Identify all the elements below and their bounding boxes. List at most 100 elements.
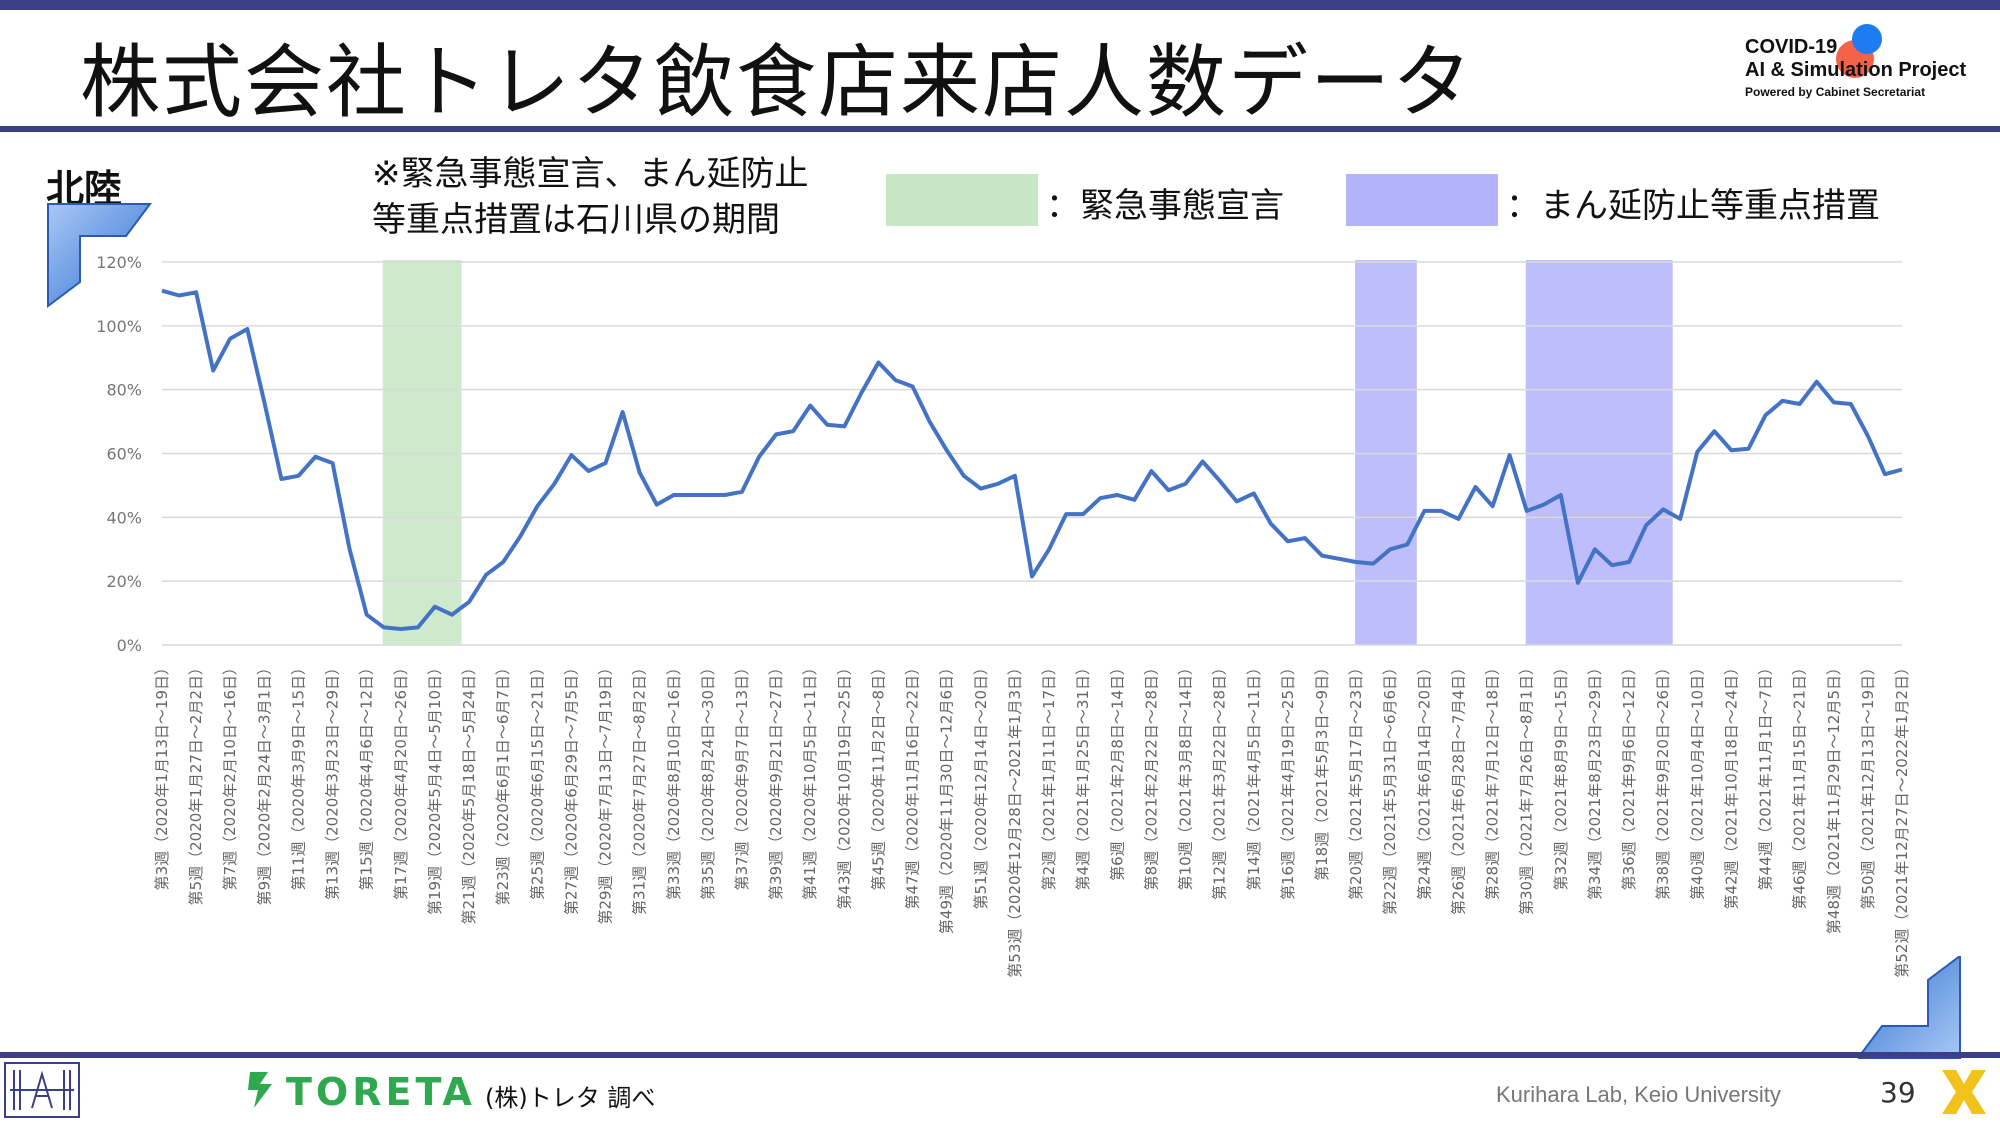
data-point <box>365 613 369 617</box>
x-tick-label: 第36週（2021年9月6日～12日） <box>1620 660 1638 890</box>
data-point <box>1132 498 1136 502</box>
x-tick-label: 第7週（2020年2月10日～16日） <box>221 660 239 890</box>
data-point <box>706 493 710 497</box>
x-tick-label: 第40週（2021年10月4日～10日） <box>1688 660 1706 900</box>
x-tick-label: 第43週（2020年10月19日～25日） <box>835 660 853 910</box>
data-point <box>1456 517 1460 521</box>
project-logo-blue-dot <box>1852 24 1882 54</box>
data-point <box>604 461 608 465</box>
data-point <box>1746 447 1750 451</box>
x-tick-label: 第15週（2020年4月6日～12日） <box>358 660 376 890</box>
data-point <box>1337 557 1341 561</box>
data-point <box>399 627 403 631</box>
data-point <box>1883 472 1887 476</box>
data-point <box>1832 400 1836 404</box>
x-tick-label: 第14週（2021年4月5日～11日） <box>1245 660 1263 890</box>
data-point <box>1081 512 1085 516</box>
chart-bands <box>382 260 1673 645</box>
data-point <box>1422 509 1426 513</box>
x-tick-label: 第46週（2021年11月15日～21日） <box>1791 660 1809 910</box>
x-tick-label: 第20週（2021年5月17日～23日） <box>1347 660 1365 900</box>
y-tick-label: 40% <box>106 508 142 527</box>
data-point <box>1559 493 1563 497</box>
x-tick-label: 第51週（2020年12月14日～20日） <box>972 660 990 910</box>
x-tick-label: 第53週（2020年12月28日～2021年1月3日） <box>1006 660 1024 978</box>
data-point <box>1013 474 1017 478</box>
data-point <box>1508 453 1512 457</box>
data-point <box>296 474 300 478</box>
data-point <box>859 391 863 395</box>
data-point <box>569 453 573 457</box>
data-point <box>1405 542 1409 546</box>
project-line1: COVID-19 <box>1745 36 1838 58</box>
data-point <box>1866 434 1870 438</box>
x-tick-label: 第16週（2021年4月19日～25日） <box>1279 660 1297 900</box>
x-tick-label: 第28週（2021年7月12日～18日） <box>1484 660 1502 900</box>
x-tick-label: 第35週（2020年8月24日～30日） <box>699 660 717 900</box>
data-point <box>194 290 198 294</box>
data-point <box>1593 547 1597 551</box>
x-tick-label: 第10週（2021年3月8日～14日） <box>1177 660 1195 890</box>
project-line3: Powered by Cabinet Secretariat <box>1745 85 1926 99</box>
data-point <box>996 482 1000 486</box>
data-point <box>911 384 915 388</box>
data-point <box>1542 503 1546 507</box>
data-point <box>1798 402 1802 406</box>
data-point <box>1286 539 1290 543</box>
page-number: 39 <box>1880 1076 1916 1109</box>
x-tick-label: 第13週（2020年3月23日～29日） <box>324 660 342 900</box>
data-point <box>979 487 983 491</box>
data-point <box>433 605 437 609</box>
data-point <box>689 493 693 497</box>
data-point <box>450 613 454 617</box>
data-point <box>484 573 488 577</box>
data-point <box>1149 469 1153 473</box>
x-tick-label: 第5週（2020年1月27日～2月2日） <box>187 660 205 905</box>
data-point <box>1047 547 1051 551</box>
x-tick-label: 第24週（2021年6月14日～20日） <box>1415 660 1433 900</box>
data-point <box>655 503 659 507</box>
legend-label-priority: ：まん延防止等重点措置 <box>1506 186 1880 226</box>
x-tick-label: 第17週（2020年4月20日～26日） <box>392 660 410 900</box>
data-point <box>1815 380 1819 384</box>
data-point <box>876 361 880 365</box>
x-tick-label: 第23週（2020年6月1日～6月7日） <box>494 660 512 905</box>
data-point <box>160 289 164 293</box>
corner-arrow-icon-bottom <box>1858 956 1961 1059</box>
data-point <box>314 455 318 459</box>
band-1 <box>1355 260 1417 645</box>
note-line1: ※緊急事態宣言、まん延防止 <box>372 154 809 194</box>
y-tick-label: 0% <box>117 636 142 655</box>
band-0 <box>382 260 462 645</box>
x-tick-label: 第37週（2020年9月7日～13日） <box>733 660 751 890</box>
data-point <box>1166 488 1170 492</box>
data-point <box>1576 581 1580 585</box>
legend-swatch-emergency <box>886 174 1038 226</box>
x-tick-label: 第26週（2021年6月28日～7月4日） <box>1449 660 1467 915</box>
data-point <box>1098 496 1102 500</box>
x-tick-label: 第30週（2021年7月26日～8月1日） <box>1518 660 1536 915</box>
data-point <box>1474 485 1478 489</box>
x-tick-label: 第2週（2021年1月11日～17日） <box>1040 660 1058 890</box>
x-tick-label: 第42週（2021年10月18日～24日） <box>1722 660 1740 910</box>
y-axis-ticks: 0% 20% 40% 60% 80% 100% 120% <box>96 253 142 655</box>
data-point <box>1900 467 1904 471</box>
data-point <box>928 420 932 424</box>
series-line <box>161 288 1903 631</box>
x-tick-label: 第39週（2020年9月21日～27日） <box>767 660 785 900</box>
x-tick-label: 第45週（2020年11月2日～8日） <box>869 660 887 890</box>
data-point <box>1269 522 1273 526</box>
data-point <box>945 448 949 452</box>
project-line2: AI & Simulation Project <box>1745 59 1967 81</box>
x-tick-label: 第41週（2020年10月5日～11日） <box>801 660 819 900</box>
x-tick-label: 第9週（2020年2月24日～3月1日） <box>255 660 273 905</box>
corner-arrow-icon <box>47 203 152 308</box>
data-point <box>894 378 898 382</box>
x-tick-label: 第52週（2021年12月27日～2022年1月2日） <box>1893 660 1911 978</box>
data-point <box>1781 399 1785 403</box>
x-tick-label: 第22週（2021年5月31日～6月6日） <box>1381 660 1399 915</box>
x-tick-label: 第27週（2020年6月29日～7月5日） <box>562 660 580 915</box>
band-2 <box>1525 260 1673 645</box>
lab-logo-icon <box>4 1062 80 1118</box>
data-point <box>638 471 642 475</box>
